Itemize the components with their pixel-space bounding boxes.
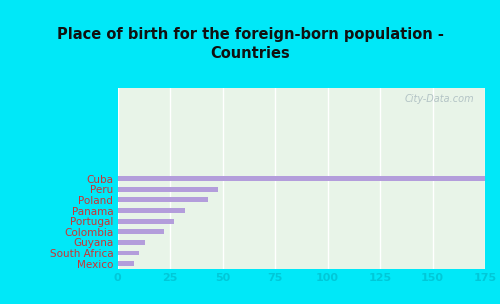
Bar xyxy=(118,251,139,255)
Bar xyxy=(118,240,145,245)
Bar xyxy=(118,219,174,223)
Text: Place of birth for the foreign-born population -
Countries: Place of birth for the foreign-born popu… xyxy=(56,27,444,61)
Text: City-Data.com: City-Data.com xyxy=(404,94,474,104)
Bar xyxy=(118,198,208,202)
Bar xyxy=(118,187,218,192)
Bar xyxy=(118,261,134,266)
Bar xyxy=(118,176,485,181)
Bar xyxy=(118,230,164,234)
Bar xyxy=(118,208,184,213)
